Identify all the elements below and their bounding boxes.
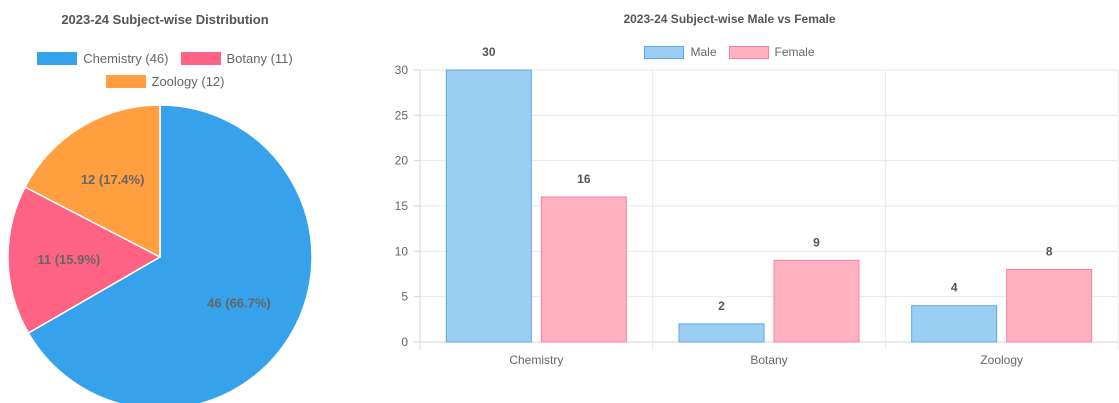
bar-ytick-label: 25: [395, 108, 409, 122]
pie-chart-svg: 46 (66.7%) 11 (15.9%) 12 (17.4%): [7, 104, 313, 403]
bar-ytick-label: 0: [401, 335, 408, 349]
pie-legend-swatch: [105, 75, 146, 88]
bar-male-botany[interactable]: [678, 323, 765, 343]
bar-chart-title: 2023-24 Subject-wise Male vs Female: [623, 12, 836, 26]
pie-legend-item-chemistry[interactable]: Chemistry (46): [37, 51, 169, 66]
bar-xtick-label-chemistry: Chemistry: [509, 353, 563, 367]
pie-slice-label-chemistry: 46 (66.7%): [207, 296, 271, 311]
bar-legend-item-female[interactable]: Female: [728, 45, 815, 59]
pie-legend-label: Botany (11): [226, 51, 293, 66]
bar-ytick-label: 10: [395, 244, 409, 258]
bar-legend-swatch: [644, 45, 685, 59]
bar-value-label: 30: [482, 45, 496, 59]
pie-legend-item-zoology[interactable]: Zoology (12): [105, 74, 225, 89]
bar-male-zoology[interactable]: [911, 305, 998, 343]
pie-legend: Chemistry (46) Botany (11) Zoology (12): [0, 51, 330, 89]
bar-legend-label: Female: [774, 45, 815, 59]
bar-ytick-label: 15: [395, 199, 409, 213]
bar-legend: Male Female: [340, 45, 1119, 59]
bar-legend-item-male[interactable]: Male: [644, 45, 717, 59]
pie-slice-label-botany: 11 (15.9%): [37, 252, 100, 267]
pie-slice-chemistry[interactable]: [27, 104, 313, 403]
bar-value-label: 2: [718, 299, 725, 313]
pie-legend-label: Zoology (12): [151, 74, 225, 89]
bar-ytick-label: 30: [395, 63, 409, 77]
bar-chart-svg: 0 5 10 15 20 25 30 30 16 Chemistry 2 9 Botany 4 8 Zoolo…: [395, 45, 1119, 367]
bar-xtick-label-zoology: Zoology: [980, 353, 1023, 367]
pie-chart-title: 2023-24 Subject-wise Distribution: [61, 12, 269, 27]
pie-slice-botany[interactable]: [7, 186, 162, 335]
bar-ytick-label: 20: [395, 154, 409, 168]
pie-slice-label-zoology: 12 (17.4%): [81, 172, 145, 187]
pie-legend-swatch: [37, 52, 78, 65]
bar-xtick-label-botany: Botany: [750, 353, 787, 367]
bar-female-chemistry[interactable]: [540, 196, 627, 343]
bar-chart-panel: 2023-24 Subject-wise Male vs Female Male…: [340, 0, 1119, 403]
bar-value-label: 8: [1046, 244, 1053, 258]
bar-female-botany[interactable]: [773, 259, 860, 343]
bar-legend-label: Male: [690, 45, 717, 59]
bar-female-zoology[interactable]: [1006, 268, 1093, 343]
pie-legend-swatch: [180, 52, 221, 65]
bar-legend-swatch: [728, 45, 769, 59]
bar-value-label: 16: [577, 172, 591, 186]
pie-legend-label: Chemistry (46): [83, 51, 169, 66]
bar-value-label: 4: [951, 281, 958, 295]
bar-male-chemistry[interactable]: [445, 69, 532, 343]
pie-slice-zoology[interactable]: [24, 104, 161, 259]
pie-legend-item-botany[interactable]: Botany (11): [180, 51, 293, 66]
bar-value-label: 9: [813, 235, 820, 249]
pie-chart-panel: 2023-24 Subject-wise Distribution Chemis…: [0, 0, 330, 403]
bar-ytick-label: 5: [401, 290, 408, 304]
